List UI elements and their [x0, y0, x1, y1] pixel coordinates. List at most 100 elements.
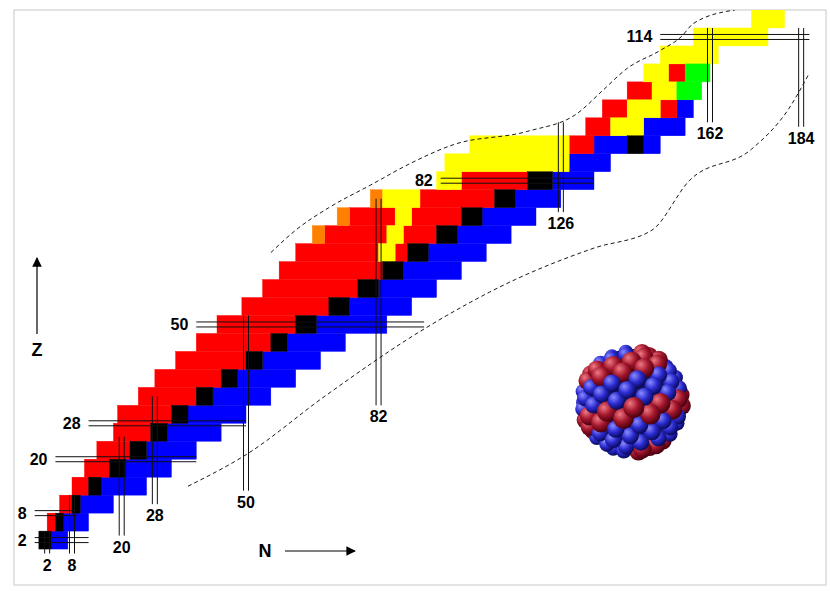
nuclide-cell: [337, 208, 349, 226]
nuclide-cell: [751, 10, 784, 28]
magic-line: [248, 315, 249, 490]
nuclide-region: [677, 64, 710, 100]
nuclide-cell: [644, 118, 685, 136]
nuclide-cell: [408, 244, 429, 262]
nuclide-cell: [383, 262, 404, 280]
magic-line: [798, 28, 799, 127]
plot-marks: [35, 10, 810, 554]
nuclide-cell: [325, 226, 387, 244]
nuclide-cell: [395, 208, 412, 226]
magic-line: [35, 537, 89, 538]
nuclide-region: [47, 64, 685, 531]
magic-line: [89, 425, 246, 426]
nuclide-cell: [677, 82, 702, 100]
nuclide-cell: [495, 190, 516, 208]
nuclide-cell: [263, 280, 358, 298]
nuclide-cell: [627, 100, 660, 118]
nuclide-cell: [287, 333, 345, 351]
nuclide-cell: [457, 226, 511, 244]
nuclide-cell: [594, 136, 627, 154]
nuclide-cell: [403, 262, 461, 280]
magic-line: [152, 396, 153, 504]
magic-line: [196, 321, 424, 322]
nuclide-cell: [196, 387, 213, 405]
nuclide-cell: [329, 298, 350, 316]
nuclide-cell: [461, 172, 527, 190]
nuclide-cell: [176, 351, 246, 369]
nuclide-cell: [586, 118, 611, 136]
nucleon: [623, 397, 644, 418]
magic-line: [441, 183, 594, 184]
nuclide-cell: [437, 226, 458, 244]
nuclide-cell: [644, 64, 669, 82]
magic-label: 114: [626, 28, 652, 45]
magic-label: 2: [43, 557, 52, 574]
magic-label: 2: [18, 532, 27, 549]
magic-label: 126: [548, 215, 575, 232]
plot-texts: 28202850821142820285082126162184ZN: [18, 28, 815, 573]
magic-line: [376, 199, 377, 406]
magic-label: 162: [697, 125, 724, 142]
drip-line: [188, 73, 809, 486]
nuclide-cell: [685, 64, 710, 82]
nuclide-cell: [627, 82, 652, 100]
magic-label: 50: [237, 494, 255, 511]
chart-container: 28202850821142820285082126162184ZN: [0, 0, 830, 591]
magic-line: [35, 542, 89, 543]
magic-label: 28: [63, 415, 81, 432]
magic-line: [558, 122, 559, 212]
nuclide-cell: [271, 333, 288, 351]
magic-label: 82: [415, 172, 433, 189]
magic-line: [44, 531, 45, 553]
magic-line: [157, 396, 158, 504]
nuclide-cell: [72, 477, 89, 495]
magic-line: [119, 437, 120, 536]
nucleon: [603, 374, 621, 392]
magic-label: 50: [170, 316, 188, 333]
magic-line: [563, 122, 564, 212]
nuclide-cell: [296, 315, 317, 333]
nuclide-cell: [350, 208, 396, 226]
magic-line: [712, 28, 713, 122]
nuclide-cell: [221, 369, 238, 387]
nuclide-cell: [428, 244, 486, 262]
nuclide-cell: [395, 244, 407, 262]
nuclide-region: [39, 136, 644, 549]
y-axis-title: Z: [32, 340, 43, 360]
nuclide-cell: [660, 46, 718, 64]
nuclide-cell: [693, 28, 768, 46]
nuclide-cell: [461, 208, 482, 226]
nuclide-cell: [263, 351, 321, 369]
nuclide-cell: [569, 136, 594, 154]
nuclide-cell: [379, 280, 437, 298]
nuclide-cell: [358, 280, 379, 298]
magic-label: 20: [113, 539, 131, 556]
nuclide-cell: [155, 369, 221, 387]
x-axis-title: N: [259, 541, 272, 561]
chart-svg: 28202850821142820285082126162184ZN: [0, 0, 830, 591]
magic-line: [381, 199, 382, 406]
nuclide-cell: [279, 262, 383, 280]
nuclide-cell: [80, 495, 113, 513]
magic-label: 8: [18, 505, 27, 522]
nuclide-cell: [528, 172, 553, 190]
nuclide-cell: [677, 100, 694, 118]
nuclide-cell: [669, 64, 686, 82]
nuclide-cell: [644, 136, 661, 154]
nuclide-cell: [217, 315, 296, 333]
nuclide-cell: [383, 190, 420, 208]
nuclide-cell: [569, 154, 610, 172]
nuclide-cell: [445, 154, 569, 172]
nucleus-core: [579, 349, 685, 455]
magic-line: [196, 326, 424, 327]
nuclide-cell: [652, 82, 677, 100]
magic-line: [69, 495, 70, 553]
magic-line: [660, 39, 809, 40]
nucleus-illustration: [575, 344, 691, 460]
nuclide-cell: [213, 387, 271, 405]
nuclide-region: [379, 10, 785, 262]
nuclide-region: [312, 190, 382, 244]
nuclide-cell: [387, 226, 404, 244]
magic-line: [441, 178, 594, 179]
axis-arrow: [36, 258, 37, 334]
